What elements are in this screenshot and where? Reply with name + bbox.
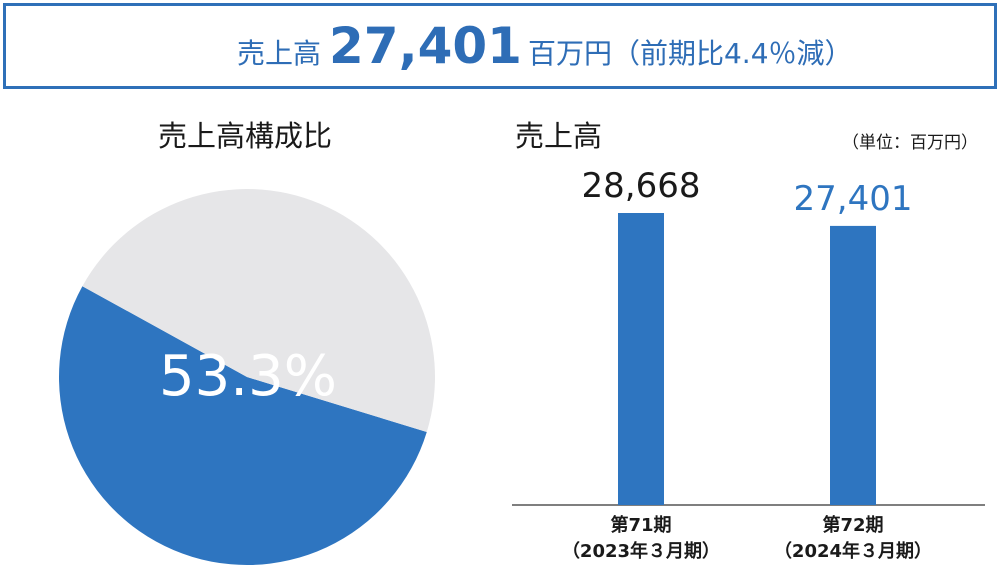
pie-title: 売上高構成比 [158,119,332,153]
unit-note: （単位：百万円） [842,133,978,153]
value-label: 27,401 [794,179,913,219]
pie-slice [58,286,427,566]
header-box [3,3,997,89]
x-tick-label: （2024年３月期） [774,540,932,562]
header-change: （前期比4.4％減） [612,37,853,70]
header-value: 27,401 [329,17,522,75]
bar-title: 売上高 [515,119,602,153]
pie-label: 53.3% [159,344,337,409]
bar [618,213,664,505]
header-unit: 百万円 [528,37,612,70]
header-label: 売上高 [237,37,321,70]
x-tick-label: 第71期 [610,514,671,536]
x-tick-label: 第72期 [822,514,883,536]
header-text: 売上高 27,401 百万円（前期比4.4％減） [237,17,853,75]
value-label: 28,668 [582,166,701,206]
x-tick-label: （2023年３月期） [562,540,720,562]
pie-slice [82,189,435,432]
bar [830,225,876,505]
